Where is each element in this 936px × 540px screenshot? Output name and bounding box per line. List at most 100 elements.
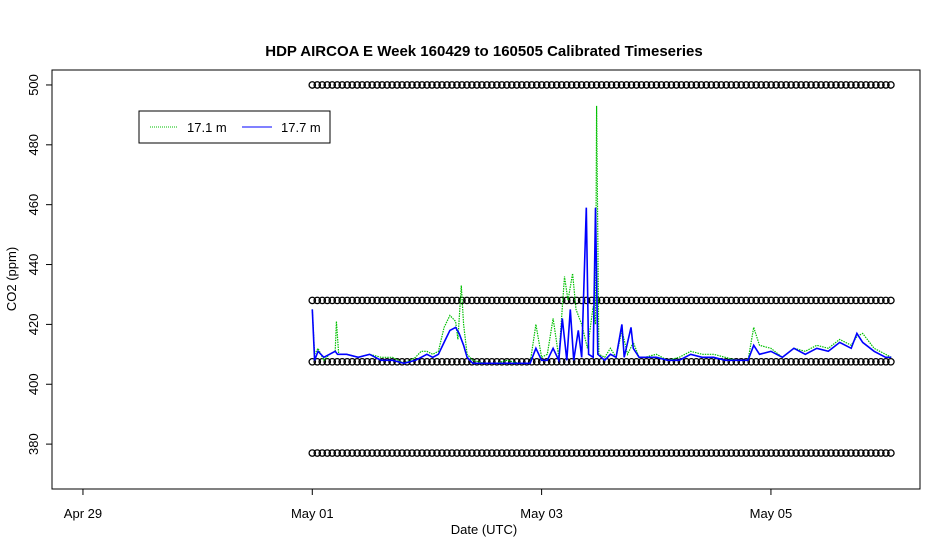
marker-point: [497, 357, 506, 366]
marker-point: [732, 296, 741, 305]
marker-point: [398, 296, 406, 305]
marker-point: [522, 449, 531, 457]
marker-point: [847, 296, 855, 305]
marker-point: [363, 296, 372, 305]
marker-point: [632, 296, 641, 305]
marker-point: [358, 296, 367, 305]
marker-point: [697, 296, 706, 305]
marker-point: [822, 449, 830, 457]
marker-point: [383, 296, 391, 305]
marker-point: [552, 357, 561, 366]
marker-point: [817, 449, 825, 457]
marker-point: [328, 296, 337, 305]
marker-point: [877, 296, 885, 305]
marker-point: [732, 81, 741, 89]
marker-point: [333, 357, 342, 366]
marker-point: [787, 449, 795, 457]
marker-point: [852, 296, 860, 305]
marker-point: [802, 296, 810, 305]
marker-point: [522, 81, 531, 89]
marker-point: [652, 296, 661, 305]
marker-point: [587, 449, 596, 457]
marker-point: [433, 296, 441, 305]
marker-point: [318, 296, 327, 305]
marker-point: [767, 296, 776, 305]
marker-point: [857, 81, 865, 89]
marker-point: [842, 357, 850, 366]
marker-point: [862, 81, 870, 89]
marker-point: [458, 81, 466, 89]
marker-point: [313, 449, 322, 457]
marker-point: [492, 357, 501, 366]
marker-point: [607, 449, 616, 457]
marker-point: [627, 449, 636, 457]
marker-point: [423, 357, 431, 366]
marker-point: [478, 81, 486, 89]
marker-point: [363, 357, 372, 366]
marker-point: [373, 296, 381, 305]
marker-point: [343, 357, 352, 366]
marker-point: [707, 357, 716, 366]
marker-point: [487, 449, 496, 457]
marker-point: [602, 449, 611, 457]
marker-point: [368, 357, 376, 366]
marker-point: [652, 357, 661, 366]
marker-point: [512, 81, 521, 89]
y-tick-label: 460: [26, 194, 41, 216]
marker-point: [458, 357, 466, 366]
marker-point: [762, 81, 771, 89]
marker-point: [857, 357, 865, 366]
marker-point: [622, 449, 631, 457]
marker-point: [562, 449, 571, 457]
marker-point: [867, 449, 875, 457]
marker-point: [338, 81, 347, 89]
marker-point: [687, 81, 696, 89]
marker-point: [717, 449, 726, 457]
marker-point: [532, 296, 541, 305]
marker-point: [343, 449, 352, 457]
marker-point: [443, 357, 451, 366]
marker-point: [662, 449, 671, 457]
marker-point: [308, 449, 317, 457]
marker-point: [527, 81, 536, 89]
marker-point: [687, 357, 696, 366]
chart-title: HDP AIRCOA E Week 160429 to 160505 Calib…: [265, 43, 702, 60]
marker-point: [582, 81, 591, 89]
marker-point: [697, 449, 706, 457]
marker-point: [607, 81, 616, 89]
marker-point: [378, 81, 386, 89]
marker-point: [547, 357, 556, 366]
y-tick-label: 500: [26, 74, 41, 96]
marker-point: [702, 296, 711, 305]
marker-point: [318, 81, 327, 89]
marker-point: [383, 449, 391, 457]
marker-point: [817, 81, 825, 89]
marker-point: [318, 449, 327, 457]
marker-point: [438, 81, 446, 89]
marker-point: [557, 296, 566, 305]
marker-point: [822, 296, 830, 305]
marker-point: [632, 357, 641, 366]
marker-point: [393, 296, 401, 305]
marker-point: [877, 357, 885, 366]
marker-point: [428, 296, 436, 305]
marker-point: [792, 81, 800, 89]
marker-point: [722, 449, 731, 457]
marker-point: [667, 296, 676, 305]
marker-point: [607, 296, 616, 305]
y-tick-label: 380: [26, 433, 41, 455]
marker-point: [313, 296, 322, 305]
marker-point: [687, 449, 696, 457]
marker-point: [612, 81, 621, 89]
marker-point: [368, 449, 376, 457]
y-axis-label: CO2 (ppm): [4, 247, 19, 311]
marker-point: [597, 449, 606, 457]
marker-point: [677, 296, 686, 305]
marker-point: [453, 357, 461, 366]
marker-point: [348, 357, 357, 366]
marker-point: [617, 357, 626, 366]
marker-point: [378, 357, 386, 366]
marker-point: [737, 296, 746, 305]
marker-point: [837, 449, 845, 457]
marker-point: [712, 81, 721, 89]
